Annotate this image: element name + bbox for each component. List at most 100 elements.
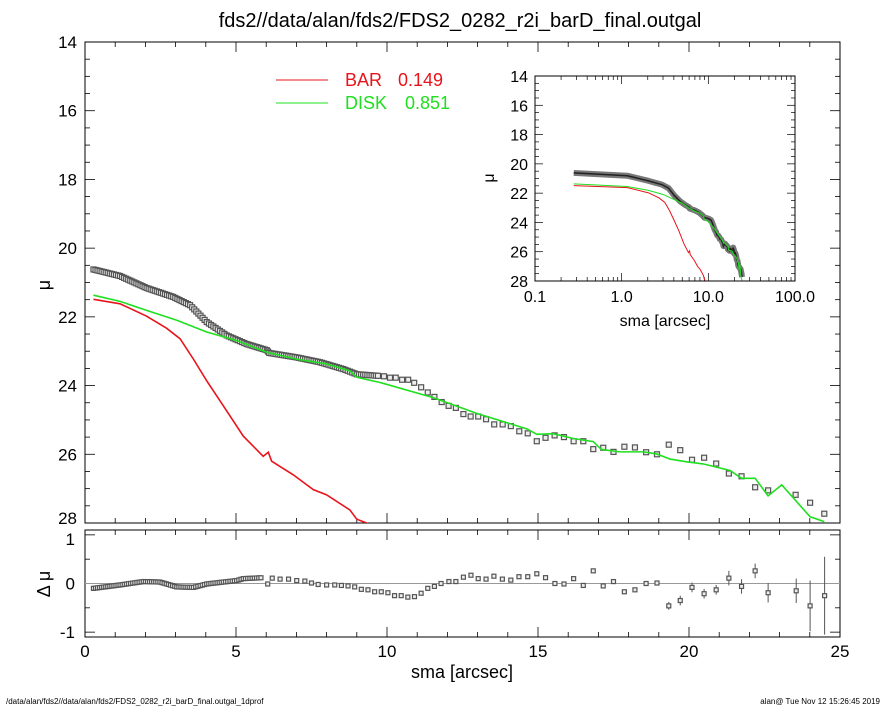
residual-plot-area (85, 556, 840, 635)
data-point (665, 441, 672, 448)
residual-point (580, 582, 586, 589)
data-point (411, 379, 418, 386)
inset-ylabel: μ (481, 173, 498, 182)
legend-disk-value: 0.851 (405, 93, 450, 113)
residual-point (324, 582, 330, 588)
data-point (700, 454, 708, 461)
residual-point (431, 583, 438, 590)
data-point (677, 447, 684, 454)
inset-y-tick-label: 14 (510, 69, 528, 86)
residual-point (689, 584, 695, 590)
data-point (418, 384, 425, 391)
residual-point (453, 578, 459, 585)
data-point (752, 484, 759, 491)
legend-bar-value: 0.149 (398, 70, 443, 90)
data-point (491, 421, 498, 428)
residual-point (590, 568, 596, 574)
inset-series-line-bar (573, 185, 707, 281)
data-point (631, 444, 639, 451)
data-point (524, 430, 531, 437)
residual-point (765, 590, 771, 596)
residual-point (508, 577, 514, 583)
footer-right: alan@ Tue Nov 12 15:26:45 2019 (760, 697, 880, 706)
y-tick-label: 18 (58, 170, 77, 189)
inset-plot-area (573, 169, 745, 281)
residual-point (726, 575, 732, 581)
residual-point (534, 571, 540, 577)
residual-point (807, 603, 813, 609)
data-point (380, 373, 388, 380)
residual-point (285, 576, 292, 582)
residual-point (713, 587, 719, 593)
residual-point (398, 593, 404, 599)
residual-point (438, 580, 444, 587)
inset-y-tick-label: 16 (510, 98, 528, 115)
residual-point (446, 578, 452, 585)
main-plot-frame (84, 41, 841, 524)
residual-point (666, 603, 672, 609)
data-point (765, 487, 772, 494)
inset-x-tick-label: 100.0 (775, 289, 815, 306)
data-point (399, 376, 406, 383)
residual-point (265, 581, 271, 587)
x-tick-label: 20 (680, 642, 699, 661)
footer-left: /data/alan/fds2//data/alan/fds2/FDS2_028… (6, 697, 264, 706)
data-point (467, 413, 474, 420)
residual-point (621, 589, 627, 595)
y-tick-label: 22 (58, 308, 77, 327)
data-point (542, 434, 549, 441)
legend: BAR 0.149 DISK 0.851 (276, 70, 450, 113)
residual-point (391, 593, 398, 599)
residual-point (542, 575, 549, 581)
residual-point (525, 574, 531, 580)
inset-xlabel: sma [arcsec] (620, 313, 711, 330)
inset-x-tick-label: 1.0 (611, 289, 633, 306)
residual-point (294, 577, 300, 584)
data-point (516, 428, 523, 435)
data-point (590, 446, 597, 453)
residual-point (491, 573, 497, 579)
x-tick-label: 0 (80, 642, 89, 661)
x-tick-label: 25 (831, 642, 850, 661)
y-tick-label: 14 (58, 33, 77, 52)
residual-point (315, 581, 321, 588)
residual-point (701, 591, 707, 597)
x-tick-label: 5 (231, 642, 240, 661)
data-point (460, 410, 467, 418)
residual-y-tick-label: 0 (66, 575, 75, 594)
main-xlabel: sma [arcsec] (411, 662, 513, 682)
residual-y-tick-label: 1 (66, 530, 75, 549)
data-point (551, 432, 558, 439)
inset-y-tick-label: 26 (510, 245, 528, 262)
residual-point (643, 580, 649, 587)
residual-point (738, 583, 745, 590)
data-point (792, 491, 799, 498)
data-point (424, 389, 431, 396)
main-plot-area (90, 266, 828, 523)
residual-point (499, 576, 505, 582)
residual-point (352, 584, 358, 590)
residual-point (654, 580, 660, 586)
residual-point (468, 572, 474, 578)
chart-title: fds2//data/alan/fds2/FDS2_0282_r2i_barD_… (219, 10, 702, 32)
residual-point (677, 597, 683, 604)
data-point (713, 460, 720, 467)
inset-x-tick-label: 10.0 (693, 289, 724, 306)
residual-point (571, 576, 577, 582)
residual-point (752, 568, 758, 574)
residual-point (358, 586, 364, 592)
residual-point (475, 576, 481, 582)
y-tick-label: 24 (58, 377, 77, 396)
y-tick-label: 20 (58, 239, 77, 258)
residual-point (277, 576, 283, 582)
residual-point (365, 587, 371, 593)
residual-point (338, 582, 344, 589)
residual-point (332, 582, 338, 588)
inset-y-tick-label: 22 (510, 186, 528, 203)
residual-point (610, 578, 617, 585)
data-point (621, 443, 628, 450)
residual-point (516, 574, 522, 580)
main-ylabel: μ (34, 280, 54, 290)
inset-y-tick-label: 20 (510, 157, 528, 174)
inset-y-tick-label: 28 (510, 274, 528, 291)
